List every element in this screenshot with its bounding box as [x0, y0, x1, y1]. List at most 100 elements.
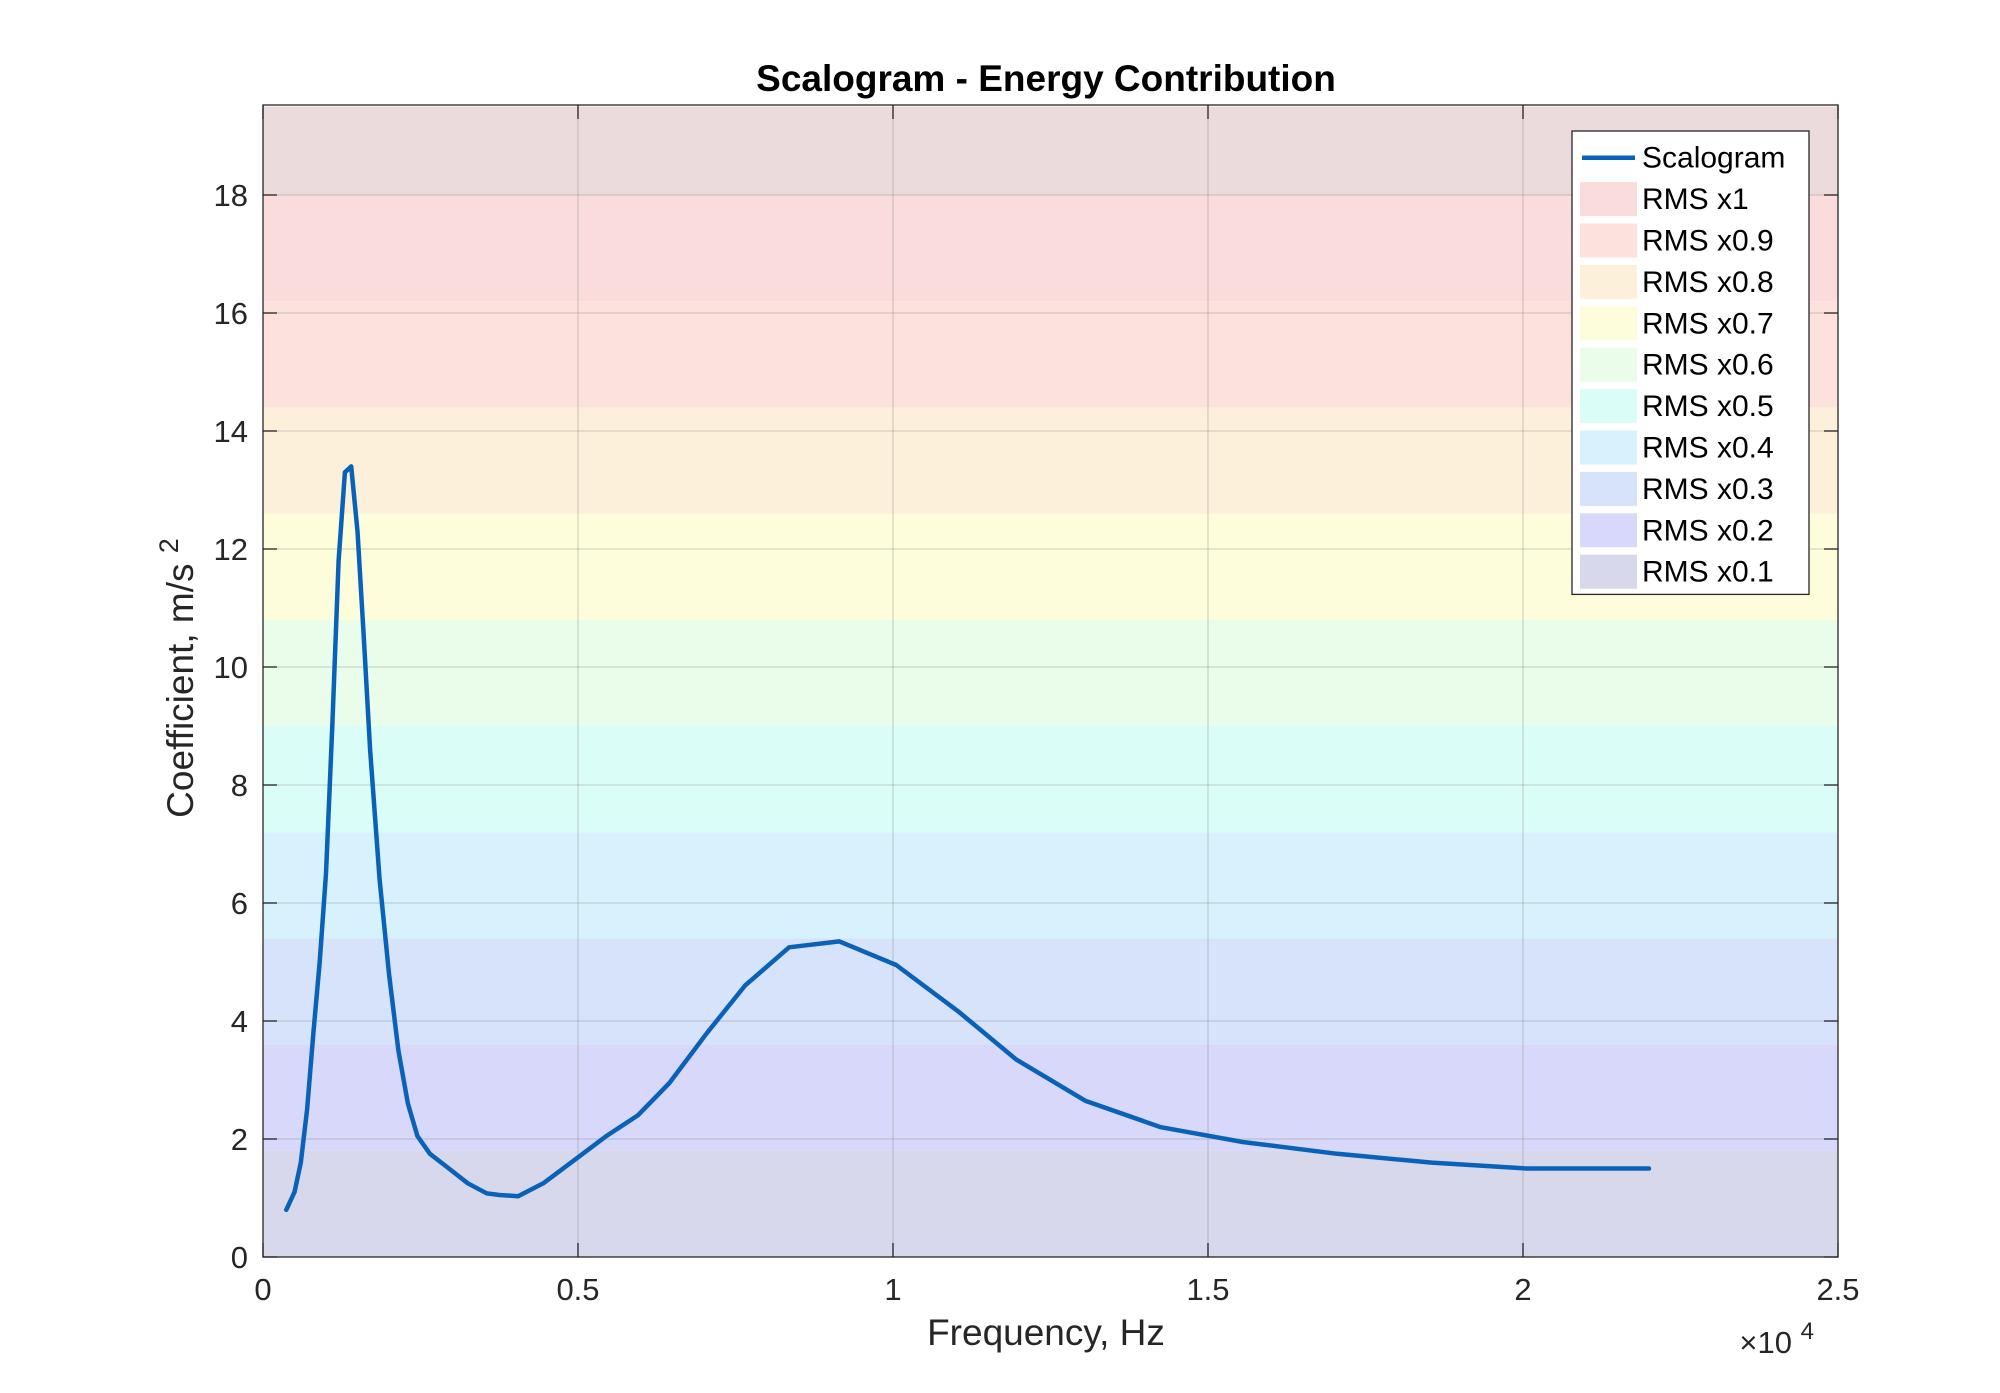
series-point-0-16 — [397, 1049, 400, 1052]
series-point-0-27 — [605, 1135, 608, 1137]
series-point-0-23 — [498, 1194, 501, 1196]
series-point-0-4 — [312, 1032, 315, 1034]
tick-labels: 0 0.5 1 1.5 2 2.5 0 2 4 6 8 10 12 14 16 18 — [214, 178, 1860, 1307]
series-point-0-42 — [1525, 1167, 1527, 1170]
rms-band-3 — [263, 832, 1838, 939]
series-point-0-32 — [788, 946, 790, 949]
y-tick-label-2: 4 — [231, 1004, 248, 1039]
series-point-0-6 — [325, 872, 327, 875]
series-point-0-31 — [744, 984, 746, 987]
legend-label-6: RMS x0.5 — [1642, 390, 1774, 423]
y-tick-label-1: 2 — [231, 1122, 248, 1157]
x-tick-label-4: 2 — [1514, 1272, 1531, 1307]
series-point-0-35 — [958, 1011, 960, 1013]
y-tick-label-3: 6 — [231, 886, 248, 921]
series-point-0-11 — [356, 530, 359, 533]
legend-swatch-10 — [1580, 554, 1637, 589]
y-tick-label-7: 14 — [214, 414, 248, 449]
series-point-0-17 — [407, 1102, 409, 1105]
series-point-0-13 — [369, 748, 371, 751]
series-point-0-39 — [1241, 1141, 1244, 1143]
y-axis-label: Coefficient, m/s 2 — [154, 538, 201, 818]
y-axis-label-superscript: 2 — [154, 538, 184, 553]
y-axis-label-text: Coefficient, m/s — [160, 564, 201, 818]
x-tick-label-1: 0.5 — [556, 1272, 599, 1307]
series-point-0-5 — [318, 961, 321, 963]
series-point-0-30 — [706, 1032, 708, 1034]
plot-area-frame — [262, 104, 1839, 1258]
series-point-0-34 — [895, 964, 897, 966]
series-point-0-19 — [429, 1153, 431, 1155]
series-point-0-29 — [668, 1082, 671, 1084]
legend-label-7: RMS x0.4 — [1642, 432, 1774, 465]
legend-swatch-9 — [1580, 513, 1637, 548]
series-point-0-14 — [378, 878, 381, 881]
series-point-0-7 — [331, 725, 334, 727]
series-point-0-22 — [485, 1192, 488, 1195]
legend-label-1: RMS x1 — [1642, 183, 1749, 216]
legend-swatch-3 — [1580, 264, 1637, 299]
legend-label-8: RMS x0.3 — [1642, 473, 1774, 506]
y-tick-label-6: 12 — [214, 532, 248, 567]
legend-label-5: RMS x0.6 — [1642, 349, 1774, 382]
x-tick-label-0: 0 — [254, 1272, 271, 1307]
series-point-0-24 — [517, 1195, 519, 1197]
series-point-0-33 — [838, 940, 841, 943]
x-exponent-base: ×10 — [1739, 1325, 1792, 1360]
series-point-0-10 — [350, 465, 353, 468]
y-tick-label-5: 10 — [214, 650, 248, 685]
legend-swatch-5 — [1580, 347, 1637, 382]
y-tick-label-4: 8 — [231, 768, 248, 803]
series-point-0-37 — [1084, 1099, 1086, 1102]
series-point-0-40 — [1336, 1153, 1338, 1155]
y-tick-label-8: 16 — [214, 296, 248, 331]
series-point-0-26 — [574, 1158, 576, 1161]
series-point-0-18 — [416, 1135, 419, 1137]
rms-band-1 — [263, 1044, 1838, 1151]
legend-label-2: RMS x0.9 — [1642, 225, 1774, 258]
x-tick-label-5: 2.5 — [1816, 1272, 1859, 1307]
legend-swatch-6 — [1580, 389, 1637, 424]
rms-band-5 — [263, 619, 1838, 726]
legend-label-9: RMS x0.2 — [1642, 514, 1774, 547]
series-point-0-8 — [337, 560, 340, 562]
series-point-0-28 — [637, 1114, 639, 1117]
series-line-0 — [284, 464, 1652, 1213]
series-point-0-0 — [285, 1209, 288, 1211]
x-tick-label-2: 1 — [884, 1272, 901, 1307]
y-tick-label-9: 18 — [214, 178, 248, 213]
legend-label-0: Scalogram — [1642, 142, 1785, 175]
series-point-0-43 — [1648, 1167, 1650, 1170]
legend-swatch-8 — [1580, 471, 1637, 506]
legend-swatch-2 — [1580, 223, 1637, 258]
legend-swatch-7 — [1580, 430, 1637, 465]
chart-title: Scalogram - Energy Contribution — [756, 58, 1336, 99]
legend-label-3: RMS x0.8 — [1642, 266, 1774, 299]
series-point-0-36 — [1015, 1058, 1017, 1061]
y-tick-label-0: 0 — [231, 1240, 248, 1275]
legend-label-10: RMS x0.1 — [1642, 556, 1774, 589]
series-point-0-38 — [1160, 1126, 1162, 1128]
rms-band-2 — [263, 938, 1838, 1045]
legend: Scalogram RMS x1 RMS x0.9 RMS x0.8 RMS x0.7 R… — [1571, 130, 1810, 596]
x-exponent-power: 4 — [1801, 1318, 1814, 1345]
series-point-0-15 — [388, 973, 390, 975]
x-tick-label-3: 1.5 — [1186, 1272, 1229, 1307]
rms-bands — [263, 106, 1838, 1257]
series-point-0-2 — [300, 1161, 302, 1164]
axes — [262, 104, 1839, 1258]
series-point-0-41 — [1430, 1161, 1433, 1164]
series-point-0-1 — [293, 1191, 296, 1193]
series-point-0-25 — [542, 1182, 545, 1185]
series-point-0-9 — [344, 471, 346, 474]
series-point-0-20 — [448, 1167, 450, 1170]
legend-swatch-4 — [1580, 306, 1637, 341]
series-point-0-12 — [363, 636, 365, 639]
series-point-0-21 — [467, 1182, 469, 1185]
rms-band-4 — [263, 726, 1838, 833]
series-layer — [284, 464, 1652, 1213]
legend-swatch-1 — [1580, 182, 1637, 217]
x-axis-exponent: ×10 4 — [1739, 1318, 1814, 1360]
